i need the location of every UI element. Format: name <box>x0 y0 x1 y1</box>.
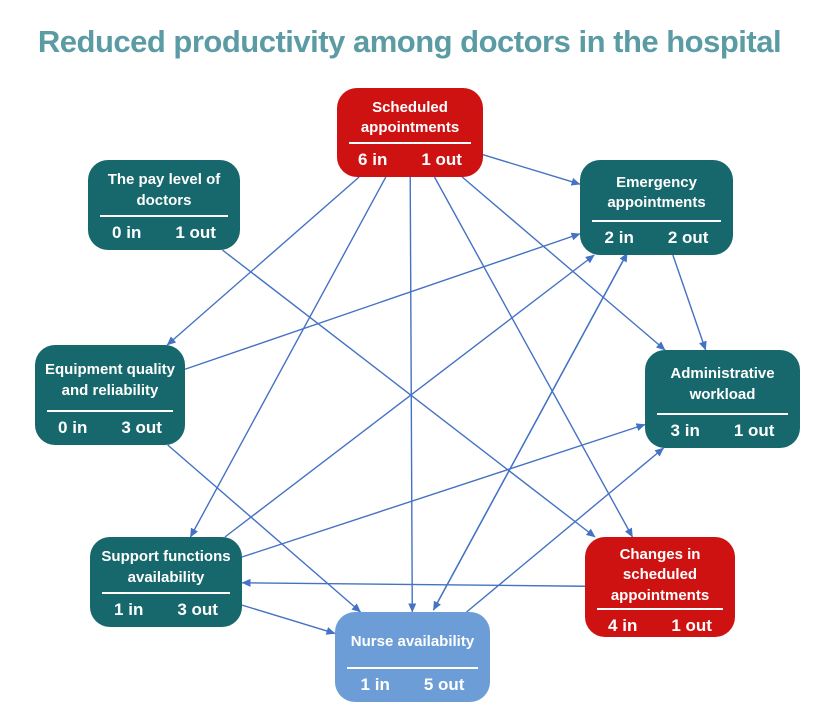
node-out-count: 3 out <box>177 600 218 619</box>
node-separator <box>592 220 721 222</box>
node-stats: 6 in 1 out <box>343 144 477 170</box>
node-in-count: 1 in <box>114 600 144 619</box>
node-separator <box>47 410 173 412</box>
node-scheduled-appointments: Scheduled appointments 6 in 1 out <box>337 88 483 177</box>
node-separator <box>657 413 788 415</box>
edge-changes-in-scheduled-to-support-functions <box>241 578 586 587</box>
node-out-count: 2 out <box>667 228 709 247</box>
edge-pay-level-of-doctors-to-changes-in-scheduled <box>222 249 596 538</box>
node-in-count: 6 in <box>358 150 388 169</box>
node-label: Nurse availability <box>350 633 475 651</box>
node-separator <box>102 592 230 594</box>
edge-equipment-quality-to-emergency-appointments <box>184 232 581 370</box>
node-in-count: 0 in <box>58 418 88 437</box>
node-label: Support functions availability <box>101 548 231 586</box>
node-equipment-quality: Equipment quality and reliability 0 in 3… <box>35 345 185 445</box>
node-stats: 0 in 1 out <box>94 217 234 243</box>
node-pay-level-of-doctors: The pay level of doctors 0 in 1 out <box>88 160 240 250</box>
edge-scheduled-appointments-to-emergency-appointments <box>482 154 581 186</box>
node-out-count: 1 out <box>733 421 775 440</box>
node-stats: 2 in 2 out <box>586 222 727 248</box>
node-separator <box>100 215 228 217</box>
node-separator <box>597 607 723 610</box>
edge-emergency-appointments-to-administrative-workload <box>672 254 707 351</box>
node-in-count: 1 in <box>360 675 390 694</box>
node-stats: 1 in 3 out <box>96 594 236 620</box>
edge-support-functions-to-nurse-availability <box>241 604 336 635</box>
page-title: Reduced productivity among doctors in th… <box>37 24 782 59</box>
node-nurse-availability: Nurse availability 1 in 5 out <box>335 612 490 702</box>
edge-emergency-appointments-to-nurse-availability <box>432 252 628 611</box>
node-stats: 4 in 1 out <box>591 610 729 636</box>
node-label: Scheduled appointments <box>360 98 460 136</box>
node-label: Equipment quality and reliability <box>45 361 176 399</box>
node-label: Administrative workload <box>670 365 775 403</box>
node-label: Changes in scheduled appointments <box>610 546 710 604</box>
edge-scheduled-appointments-to-changes-in-scheduled <box>433 176 634 538</box>
node-out-count: 1 out <box>175 223 216 242</box>
node-out-count: 1 out <box>421 150 462 169</box>
node-out-count: 3 out <box>121 418 162 437</box>
node-emergency-appointments: Emergency appointments 2 in 2 out <box>580 160 733 255</box>
node-in-count: 3 in <box>670 421 700 440</box>
edge-scheduled-appointments-to-equipment-quality <box>166 176 360 346</box>
node-support-functions: Support functions availability 1 in 3 ou… <box>90 537 242 627</box>
edge-nurse-availability-to-administrative-workload <box>466 447 665 613</box>
node-label: The pay level of doctors <box>107 171 221 209</box>
node-out-count: 1 out <box>671 615 712 635</box>
edge-support-functions-to-emergency-appointments <box>224 254 595 538</box>
node-stats: 3 in 1 out <box>651 415 794 441</box>
node-separator <box>349 142 471 144</box>
node-in-count: 0 in <box>112 223 142 242</box>
node-administrative-workload: Administrative workload 3 in 1 out <box>645 350 800 448</box>
node-in-count: 2 in <box>604 228 634 247</box>
node-stats: 0 in 3 out <box>41 412 179 438</box>
node-changes-in-scheduled: Changes in scheduled appointments 4 in 1… <box>585 537 735 637</box>
node-in-count: 4 in <box>608 615 638 635</box>
edge-scheduled-appointments-to-administrative-workload <box>461 176 666 351</box>
edge-support-functions-to-administrative-workload <box>241 423 646 558</box>
edge-scheduled-appointments-to-support-functions <box>189 176 387 538</box>
node-label: Emergency appointments <box>607 173 706 211</box>
node-stats: 1 in 5 out <box>341 669 484 695</box>
node-out-count: 5 out <box>423 675 465 694</box>
node-separator <box>347 667 478 669</box>
